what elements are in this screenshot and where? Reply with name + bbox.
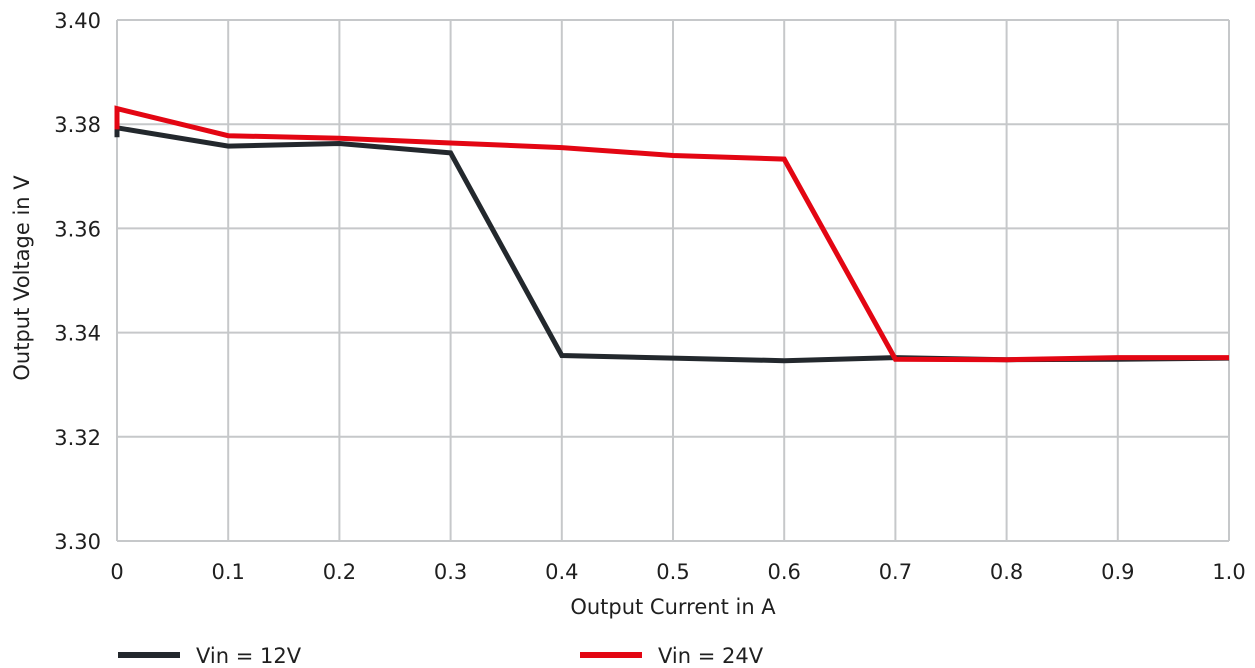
- x-axis-title: Output Current in A: [570, 595, 776, 619]
- series-line-2: [114, 105, 1229, 363]
- x-tick-label: 0.9: [1101, 560, 1134, 584]
- x-tick-label: 0.7: [879, 560, 912, 584]
- y-tick-label: 3.32: [54, 426, 101, 450]
- legend-label: Vin = 12V: [196, 644, 302, 668]
- x-tick-label: 0.8: [990, 560, 1023, 584]
- x-tick-label: 0.4: [545, 560, 578, 584]
- x-tick-label: 0: [110, 560, 123, 584]
- legend: Vin = 12V Vin = 24V: [118, 644, 764, 668]
- x-tick-label: 0.2: [323, 560, 356, 584]
- x-tick-label: 1.0: [1212, 560, 1245, 584]
- x-axis-ticks: 0 0.1 0.2 0.3 0.4 0.5 0.6 0.7 0.8 0.9 1.0: [110, 560, 1245, 584]
- x-tick-label: 0.1: [211, 560, 244, 584]
- x-tick-label: 0.3: [434, 560, 467, 584]
- y-axis-ticks: 3.30 3.32 3.34 3.36 3.38 3.40: [54, 9, 101, 554]
- x-tick-label: 0.5: [656, 560, 689, 584]
- y-tick-label: 3.40: [54, 9, 101, 33]
- series-lines: [114, 105, 1230, 364]
- y-tick-label: 3.38: [54, 113, 101, 137]
- legend-label: Vin = 24V: [658, 644, 764, 668]
- y-tick-label: 3.36: [54, 217, 101, 241]
- x-tick-label: 0.6: [767, 560, 800, 584]
- grid-lines: [116, 19, 1230, 542]
- y-axis-title: Output Voltage in V: [10, 175, 34, 381]
- y-tick-label: 3.34: [54, 322, 101, 346]
- y-tick-label: 3.30: [54, 530, 101, 554]
